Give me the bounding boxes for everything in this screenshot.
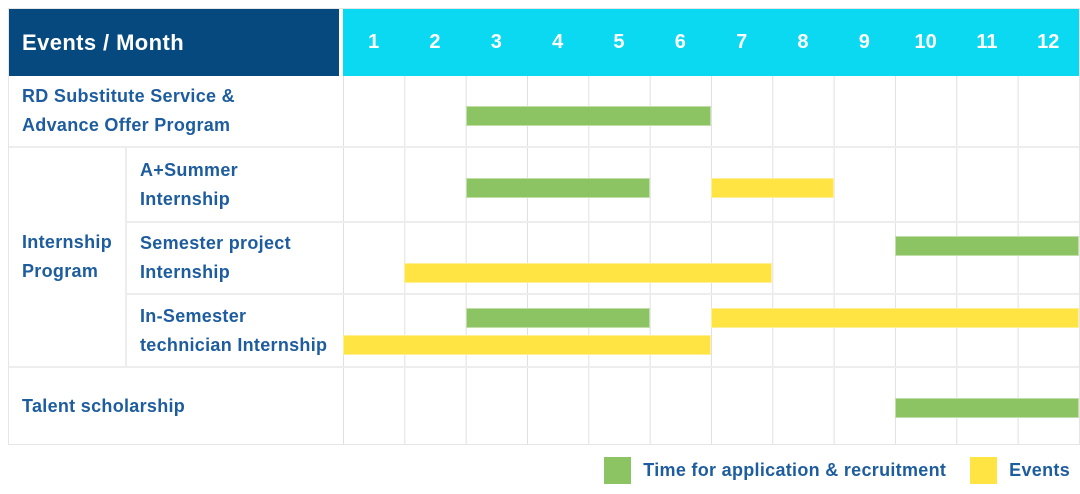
month-header-row: 1 2 3 4 5 6 7 8 9 10 11 12 (343, 9, 1079, 76)
legend-swatch-green (604, 457, 632, 484)
gantt-track-a-summer-internship (343, 148, 1079, 223)
month-label: 11 (976, 31, 998, 53)
legend-label: Time for application & recruitment (643, 460, 947, 480)
legend-label: Events (1009, 460, 1070, 480)
bar-events (711, 178, 834, 198)
gantt-track-in-semester-technician-internship (343, 295, 1079, 368)
bar-events (404, 263, 773, 283)
row-label-rd-substitute: RD Substitute Service & Advance Offer Pr… (9, 76, 343, 148)
legend-swatch-yellow (970, 457, 998, 484)
gantt-track-rd-substitute (343, 76, 1079, 148)
bar-application-recruitment (465, 178, 650, 198)
month-label: 8 (797, 31, 809, 53)
row-label-line: Internship (140, 188, 231, 209)
row-label-line: Internship (140, 262, 231, 282)
month-label: 9 (858, 31, 870, 53)
gantt-track-talent-scholarship (343, 368, 1079, 444)
group-label-line: Internship (22, 232, 113, 252)
month-label: 2 (429, 31, 441, 53)
row-label-in-semester-technician-internship: In-Semester technician Internship (127, 295, 343, 368)
month-label: 4 (552, 31, 564, 53)
gantt-track-semester-project-internship (343, 223, 1079, 295)
legend: Time for application & recruitment Event… (604, 457, 1070, 484)
month-label: 5 (613, 31, 625, 53)
legend-item-events: Events (970, 457, 1070, 484)
group-label-line: Program (22, 261, 99, 281)
bar-application-recruitment (465, 308, 650, 328)
month-label: 10 (914, 31, 937, 53)
row-group-internship-program: Internship Program (9, 148, 127, 368)
row-label-line: In-Semester (140, 305, 247, 326)
month-label: 12 (1037, 31, 1060, 53)
bar-application-recruitment (895, 236, 1079, 256)
row-label-line: RD Substitute Service & (22, 86, 235, 106)
month-label: 6 (674, 31, 686, 53)
row-label-semester-project-internship: Semester project Internship (127, 223, 343, 295)
row-label-line: A+Summer (140, 159, 238, 180)
month-label: 1 (368, 31, 380, 53)
month-label: 3 (490, 31, 502, 53)
row-label-line: Semester project (140, 233, 291, 253)
row-label-talent-scholarship: Talent scholarship (9, 368, 343, 444)
bar-application-recruitment (465, 106, 711, 126)
row-label-line: Advance Offer Program (22, 115, 231, 135)
bar-events (343, 335, 711, 355)
row-label-a-summer-internship: A+Summer Internship (127, 148, 343, 223)
table-header-title: Events / Month (9, 9, 343, 76)
bar-events (711, 308, 1079, 328)
events-table: Events / Month 1 2 3 4 5 6 7 8 9 10 11 12 RD Substi… (8, 8, 1080, 445)
legend-item-application-recruitment: Time for application & recruitment (604, 457, 946, 484)
row-label-line: Talent scholarship (22, 395, 186, 416)
row-label-line: technician Internship (140, 334, 328, 355)
bar-application-recruitment (895, 398, 1079, 418)
month-label: 7 (736, 31, 748, 53)
header-title-text: Events / Month (22, 29, 185, 55)
